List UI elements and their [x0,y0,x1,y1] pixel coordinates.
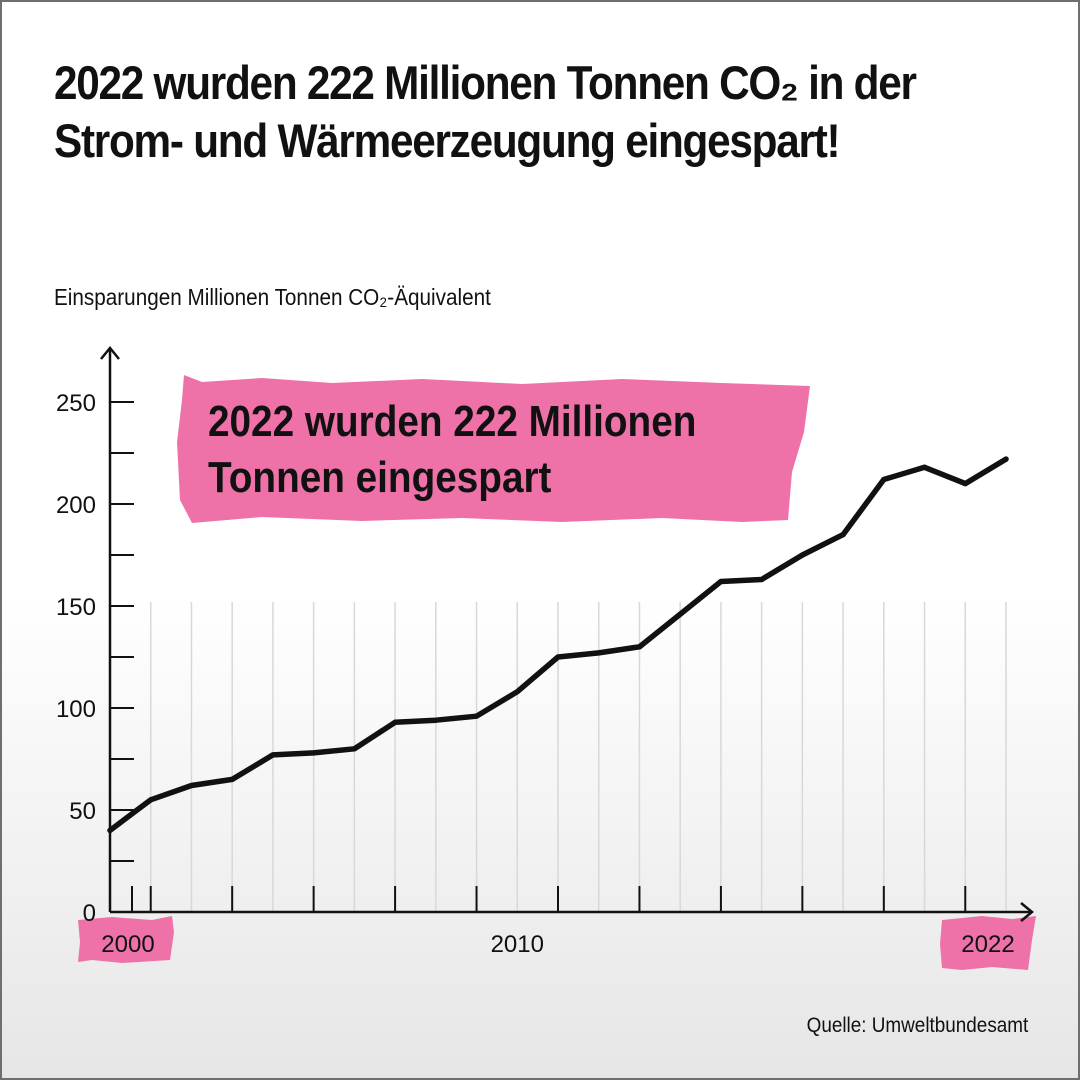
y-tick-label: 50 [69,798,96,825]
x-tick-label: 2000 [101,931,154,958]
data-point [433,717,439,723]
data-point [188,782,195,789]
x-axis-arrow-icon [1020,902,1034,922]
data-point [392,719,398,725]
y-tick-label: 100 [56,696,96,723]
x-label-highlight-2000 [78,916,174,963]
data-point [351,746,357,752]
x-tick-label: 2010 [491,931,544,958]
data-point [270,752,276,758]
data-point [107,827,113,834]
data-point [514,689,520,695]
data-point [596,650,602,656]
y-tick-label: 250 [56,390,96,417]
y-tick-label: 0 [83,900,96,927]
data-point [840,532,846,538]
data-point [148,797,154,803]
x-axis-ticks [131,886,967,912]
x-tick-label: 2022 [961,931,1014,958]
y-axis-labels: 0 50 100 150 200 250 [56,390,96,927]
y-tick-label: 150 [56,594,96,621]
y-axis-ticks [110,401,134,862]
data-point [555,654,561,660]
data-point [311,750,317,756]
y-axis-arrow-icon [100,346,120,360]
data-point [799,552,805,558]
callout-highlight [177,375,810,523]
callout-line-1: 2022 wurden 222 Millionen [208,396,696,446]
callout-line-2: Tonnen eingespart [208,452,552,502]
data-point [718,578,724,585]
data-point [759,576,765,583]
data-point [921,464,928,470]
data-point [473,713,480,719]
data-point [636,644,643,650]
x-label-highlight-2022 [940,916,1036,970]
data-point [677,611,683,617]
series-points [107,456,1009,834]
page-title: 2022 wurden 222 Millionen Tonnen CO₂ in … [54,56,917,167]
data-point [1003,456,1009,462]
data-point [881,476,887,483]
x-axis-labels: 2000 2010 2022 [101,931,1014,958]
data-point [229,776,235,783]
source-note: Quelle: Umweltbundesamt [806,1014,1028,1037]
data-point [962,481,968,487]
chart-axes [100,346,1034,922]
y-tick-label: 200 [56,492,96,519]
unit-label: Einsparungen Millionen Tonnen CO₂-Äquiva… [54,284,491,310]
